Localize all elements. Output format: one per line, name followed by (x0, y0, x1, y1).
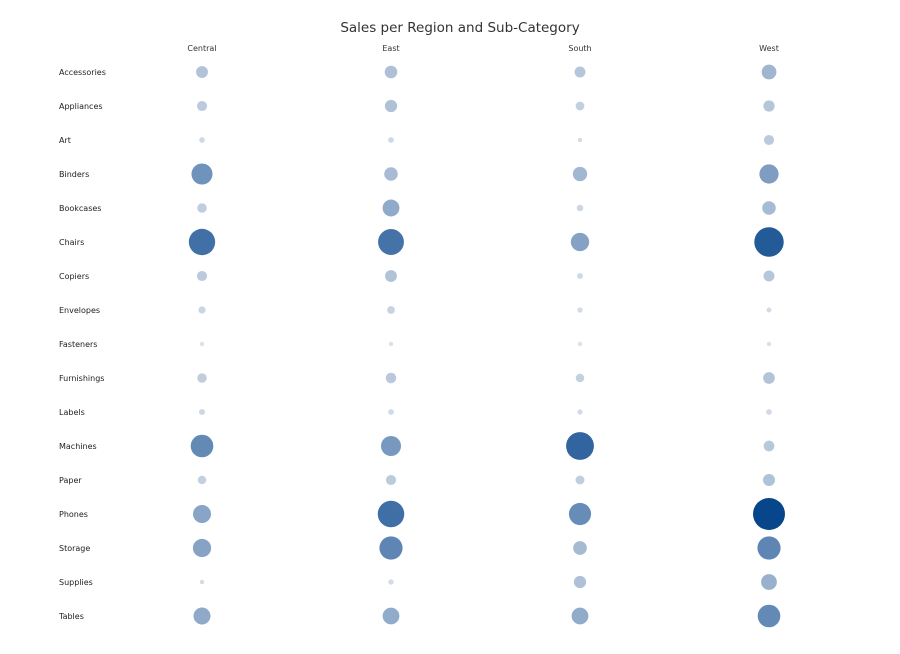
bubble-appliances-west (763, 100, 775, 112)
column-label-south: South (568, 44, 591, 53)
bubble-art-east (388, 137, 394, 143)
row-label-copiers: Copiers (59, 272, 89, 281)
bubble-fasteners-central (199, 341, 205, 347)
bubble-labels-east (388, 409, 394, 415)
bubble-fasteners-west (766, 341, 772, 347)
row-label-appliances: Appliances (59, 102, 103, 111)
row-label-machines: Machines (59, 442, 97, 451)
row-label-fasteners: Fasteners (59, 340, 97, 349)
bubble-chairs-west (754, 227, 784, 257)
row-label-storage: Storage (59, 544, 90, 553)
bubble-appliances-east (384, 99, 398, 113)
bubble-machines-west (763, 440, 775, 452)
row-label-art: Art (59, 136, 71, 145)
bubble-furnishings-south (575, 373, 585, 383)
bubble-accessories-central (196, 66, 208, 78)
row-label-chairs: Chairs (59, 238, 84, 247)
bubble-envelopes-south (577, 307, 583, 313)
bubble-storage-east (379, 536, 403, 560)
row-labels: Accessories Appliances Art Binders Bookcases… (58, 68, 106, 621)
bubble-bookcases-east (382, 199, 400, 217)
bubble-furnishings-central (197, 373, 207, 383)
bubble-appliances-south (575, 101, 585, 111)
bubble-furnishings-east (385, 372, 397, 384)
bubble-envelopes-west (766, 307, 772, 313)
bubble-labels-central (198, 408, 206, 416)
bubble-paper-south (575, 475, 585, 485)
bubble-phones-west (753, 498, 785, 530)
bubble-binders-south (572, 166, 588, 182)
bubble-phones-central (193, 505, 211, 523)
bubble-labels-south (577, 409, 583, 415)
bubble-labels-west (766, 409, 772, 415)
column-label-central: Central (187, 44, 216, 53)
bubble-supplies-south (573, 575, 587, 589)
row-label-binders: Binders (59, 170, 89, 179)
bubble-fasteners-east (388, 341, 394, 347)
chart-title: Sales per Region and Sub-Category (340, 20, 579, 36)
row-label-labels: Labels (59, 408, 85, 417)
column-label-east: East (382, 44, 399, 53)
bubble-paper-central (197, 475, 207, 485)
bubble-supplies-east (388, 579, 394, 585)
bubble-supplies-west (761, 574, 777, 590)
bubble-appliances-central (196, 100, 208, 112)
bubble-phones-south (568, 502, 592, 526)
bubble-furnishings-west (763, 372, 775, 384)
bubble-art-central (199, 137, 205, 143)
row-label-tables: Tables (58, 612, 84, 621)
bubble-binders-west (759, 164, 779, 184)
bubble-envelopes-east (387, 306, 395, 314)
bubble-storage-south (573, 541, 587, 555)
bubble-chairs-central (188, 228, 216, 256)
column-labels: Central East South West (187, 44, 778, 53)
row-label-phones: Phones (59, 510, 88, 519)
bubble-machines-south (566, 432, 594, 460)
bubble-supplies-central (199, 579, 205, 585)
bubble-bookcases-central (197, 203, 207, 213)
bubble-machines-east (380, 435, 402, 457)
bubble-tables-east (382, 607, 400, 625)
bubble-copiers-west (763, 270, 775, 282)
column-label-west: West (759, 44, 779, 53)
row-label-accessories: Accessories (59, 68, 106, 77)
bubble-copiers-east (385, 270, 397, 282)
bubble-art-west (763, 134, 775, 146)
bubble-fasteners-south (577, 341, 583, 347)
row-label-paper: Paper (59, 476, 82, 485)
row-label-furnishings: Furnishings (59, 374, 104, 383)
bubble-phones-east (377, 500, 405, 528)
bubble-envelopes-central (198, 306, 206, 314)
bubble-chairs-south (570, 232, 590, 252)
row-label-supplies: Supplies (59, 578, 93, 587)
bubble-chairs-east (378, 229, 404, 255)
bubble-paper-east (385, 474, 397, 486)
bubble-binders-east (384, 167, 398, 181)
bubble-art-south (577, 137, 583, 143)
bubble-machines-central (190, 434, 214, 458)
bubble-tables-south (571, 607, 589, 625)
bubble-paper-west (762, 473, 776, 487)
bubble-accessories-east (384, 65, 398, 79)
bubble-accessories-south (574, 66, 586, 78)
bubble-tables-central (193, 607, 211, 625)
row-label-bookcases: Bookcases (59, 204, 101, 213)
bubbles (188, 64, 785, 628)
bubble-accessories-west (761, 64, 777, 80)
bubble-copiers-central (196, 270, 208, 282)
bubble-copiers-south (577, 273, 583, 279)
bubble-binders-central (191, 163, 213, 185)
bubble-storage-central (192, 538, 212, 558)
bubble-bookcases-south (576, 204, 584, 212)
bubble-bookcases-west (762, 201, 776, 215)
bubble-tables-west (757, 604, 781, 628)
row-label-envelopes: Envelopes (59, 306, 100, 315)
bubble-storage-west (757, 536, 781, 560)
